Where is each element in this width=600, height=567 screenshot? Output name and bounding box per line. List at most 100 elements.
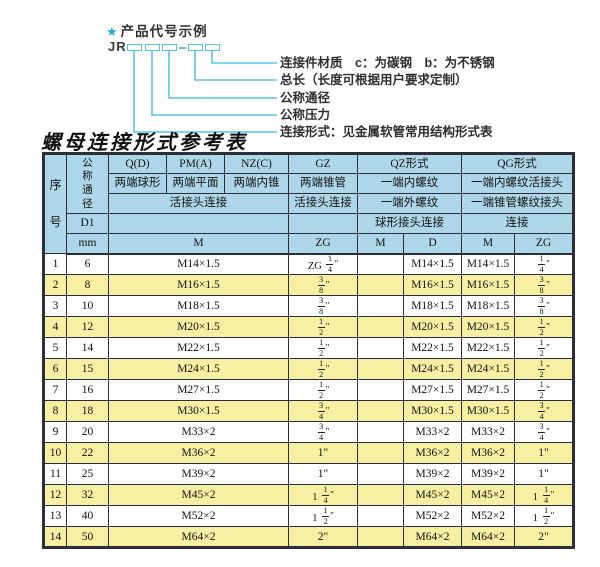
cell-qg-m: M52×2 [461, 505, 515, 527]
cell-zg: 1 1 4 " [288, 484, 358, 506]
cell-mm: 32 [66, 484, 109, 506]
cell-seq: 12 [43, 484, 67, 506]
cell-qz-m [357, 295, 404, 317]
cell-qz-d: M52×2 [403, 505, 462, 527]
cell-seq: 11 [43, 463, 67, 485]
cell-zg: 1 2 " [288, 337, 358, 359]
cell-seq: 9 [43, 421, 67, 443]
header-q: Q(D) [108, 153, 167, 174]
cell-zg: 3 4 " [288, 400, 358, 422]
header-d1: D1 [66, 213, 109, 234]
cell-qz-d: M16×1.5 [403, 274, 462, 296]
cell-qg-m: M20×1.5 [461, 316, 515, 338]
cell-qz-m [357, 400, 404, 422]
header-qz-style: QZ形式 [357, 153, 462, 174]
cell-qz-m [357, 379, 404, 401]
cell-m: M64×2 [108, 526, 289, 548]
cell-zg: ZG 1 4 " [288, 253, 358, 275]
header-qg-connection: 连接 [461, 213, 574, 234]
table-header: 序号 公称通径 Q(D) PM(A) NZ(C) GZ QZ形式 QG形式 两端… [43, 153, 574, 255]
cell-mm: 40 [66, 505, 109, 527]
header-qg-style: QG形式 [461, 153, 574, 174]
cell-qg-zg: 1 2 " [514, 379, 574, 401]
table-row: 3 10 M18×1.5 3 8 " M18×1.5 M18×1.5 3 8 " [43, 295, 574, 317]
header-mm: mm [66, 233, 109, 255]
cell-m: M14×1.5 [108, 253, 289, 275]
cell-qz-d: M64×2 [403, 526, 462, 548]
cell-qz-m [357, 358, 404, 380]
cell-seq: 8 [43, 400, 67, 422]
cell-seq: 14 [43, 526, 67, 548]
label-material: 连接件材质 c：为碳钢 b：为不锈钢 [280, 56, 495, 70]
cell-mm: 22 [66, 442, 109, 464]
header-qz-desc2: 一端外螺纹 [357, 193, 462, 214]
cell-seq: 4 [43, 316, 67, 338]
cell-mm: 8 [66, 274, 109, 296]
header-seq: 序号 [43, 153, 67, 254]
cell-mm: 6 [66, 253, 109, 275]
cell-zg: 1 2 " [288, 316, 358, 338]
header-gz-connection: 活接头连接 [288, 193, 358, 214]
code-dash [179, 47, 186, 49]
header-qg-zg: ZG [514, 233, 574, 255]
code-box-3 [162, 44, 177, 51]
table-row: 5 14 M22×1.5 1 2 " M22×1.5 M22×1.5 1 2 " [43, 337, 574, 359]
cell-qg-m: M30×1.5 [461, 400, 515, 422]
cell-qg-m: M39×2 [461, 463, 515, 485]
cell-mm: 20 [66, 421, 109, 443]
code-box-5 [205, 44, 220, 51]
diagram-heading-text: 产品代号示例 [120, 24, 208, 39]
cell-qg-zg: 1 1 4 " [514, 484, 574, 506]
cell-m: M20×1.5 [108, 316, 289, 338]
header-nz-desc: 两端内锥 [224, 173, 289, 194]
header-qg-m: M [461, 233, 515, 255]
cell-mm: 15 [66, 358, 109, 380]
cell-m: M16×1.5 [108, 274, 289, 296]
cell-qg-zg: 3 4 " [514, 421, 574, 443]
cell-qz-d: M24×1.5 [403, 358, 462, 380]
table-row: 7 16 M27×1.5 1 2 " M27×1.5 M27×1.5 1 2 " [43, 379, 574, 401]
nut-connection-reference-table: 序号 公称通径 Q(D) PM(A) NZ(C) GZ QZ形式 QG形式 两端… [42, 152, 575, 549]
cell-zg: 2" [288, 526, 358, 548]
table-row: 8 18 M30×1.5 3 4 " M30×1.5 M30×1.5 3 4 " [43, 400, 574, 422]
cell-m: M18×1.5 [108, 295, 289, 317]
cell-qz-d: M30×1.5 [403, 400, 462, 422]
label-nominal-pressure: 公称压力 [280, 108, 331, 122]
cell-zg: 1 2 " [288, 358, 358, 380]
cell-qz-m [357, 526, 404, 548]
cell-qz-d: M18×1.5 [403, 295, 462, 317]
cell-qz-m [357, 442, 404, 464]
header-m-unit: M [108, 233, 289, 255]
code-box-2 [145, 44, 160, 51]
cell-qz-m [357, 274, 404, 296]
table-title: 螺母连接形式参考表 [41, 132, 248, 154]
code-box-4 [188, 44, 203, 51]
cell-zg: 1 1 2 " [288, 505, 358, 527]
header-gz: GZ [288, 153, 358, 174]
cell-qg-m: M14×1.5 [461, 253, 515, 275]
header-blank-2 [288, 213, 358, 234]
label-connection-type: 连接形式：见金属软管常用结构形式表 [280, 125, 493, 139]
cell-qg-zg: 1 2 " [514, 316, 574, 338]
header-nominal-diameter: 公称通径 [66, 153, 109, 214]
cell-qg-zg: 1 2 " [514, 337, 574, 359]
table-row: 14 50 M64×2 2" M64×2 M64×2 2" [43, 526, 574, 548]
cell-qg-m: M36×2 [461, 442, 515, 464]
cell-seq: 1 [43, 253, 67, 275]
cell-qz-d: M22×1.5 [403, 337, 462, 359]
header-qg-desc2: 一端锥管螺纹接头 [461, 193, 574, 214]
cell-qg-zg: 3 4 " [514, 400, 574, 422]
cell-mm: 25 [66, 463, 109, 485]
cell-qg-m: M16×1.5 [461, 274, 515, 296]
cell-qg-zg: 1" [514, 442, 574, 464]
header-q-desc: 两端球形 [108, 173, 167, 194]
cell-mm: 18 [66, 400, 109, 422]
cell-seq: 2 [43, 274, 67, 296]
connector-lines [133, 51, 277, 133]
cell-mm: 10 [66, 295, 109, 317]
cell-m: M45×2 [108, 484, 289, 506]
table-row: 9 20 M33×2 3 4 " M33×2 M33×2 3 4 " [43, 421, 574, 443]
cell-zg: 3 8 " [288, 274, 358, 296]
cell-seq: 10 [43, 442, 67, 464]
